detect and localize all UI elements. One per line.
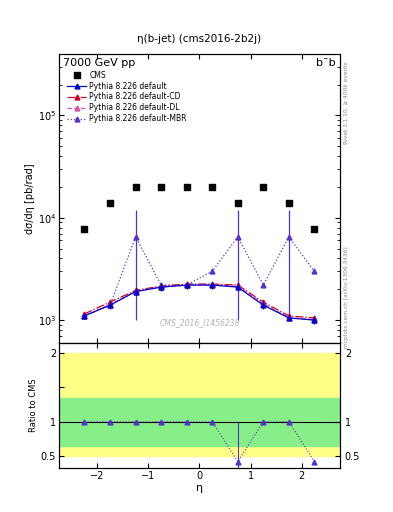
Legend: CMS, Pythia 8.226 default, Pythia 8.226 default-CD, Pythia 8.226 default-DL, Pyt: CMS, Pythia 8.226 default, Pythia 8.226 … <box>66 69 188 125</box>
Text: CMS_2016_I1456238: CMS_2016_I1456238 <box>159 318 240 327</box>
Point <box>235 199 241 207</box>
Point <box>184 183 190 191</box>
Point <box>260 183 266 191</box>
Point <box>286 199 292 207</box>
Point <box>209 183 215 191</box>
Text: Rivet 3.1.10, ≥ 400k events: Rivet 3.1.10, ≥ 400k events <box>344 61 349 144</box>
Bar <box>59 398 340 446</box>
Point <box>107 199 113 207</box>
Point <box>132 183 139 191</box>
Point <box>158 183 164 191</box>
Text: 7000 GeV pp: 7000 GeV pp <box>63 58 136 68</box>
Text: b¯b: b¯b <box>316 58 336 68</box>
Y-axis label: dσ/dη [pb/rad]: dσ/dη [pb/rad] <box>25 163 35 233</box>
Bar <box>59 353 340 456</box>
Y-axis label: Ratio to CMS: Ratio to CMS <box>29 379 38 433</box>
Text: η(b-jet) (cms2016-2b2j): η(b-jet) (cms2016-2b2j) <box>138 34 261 44</box>
Point <box>81 225 88 233</box>
Point <box>311 225 318 233</box>
Text: mcplots.cern.ch [arXiv:1306.3436]: mcplots.cern.ch [arXiv:1306.3436] <box>344 246 349 348</box>
X-axis label: η: η <box>196 483 203 493</box>
